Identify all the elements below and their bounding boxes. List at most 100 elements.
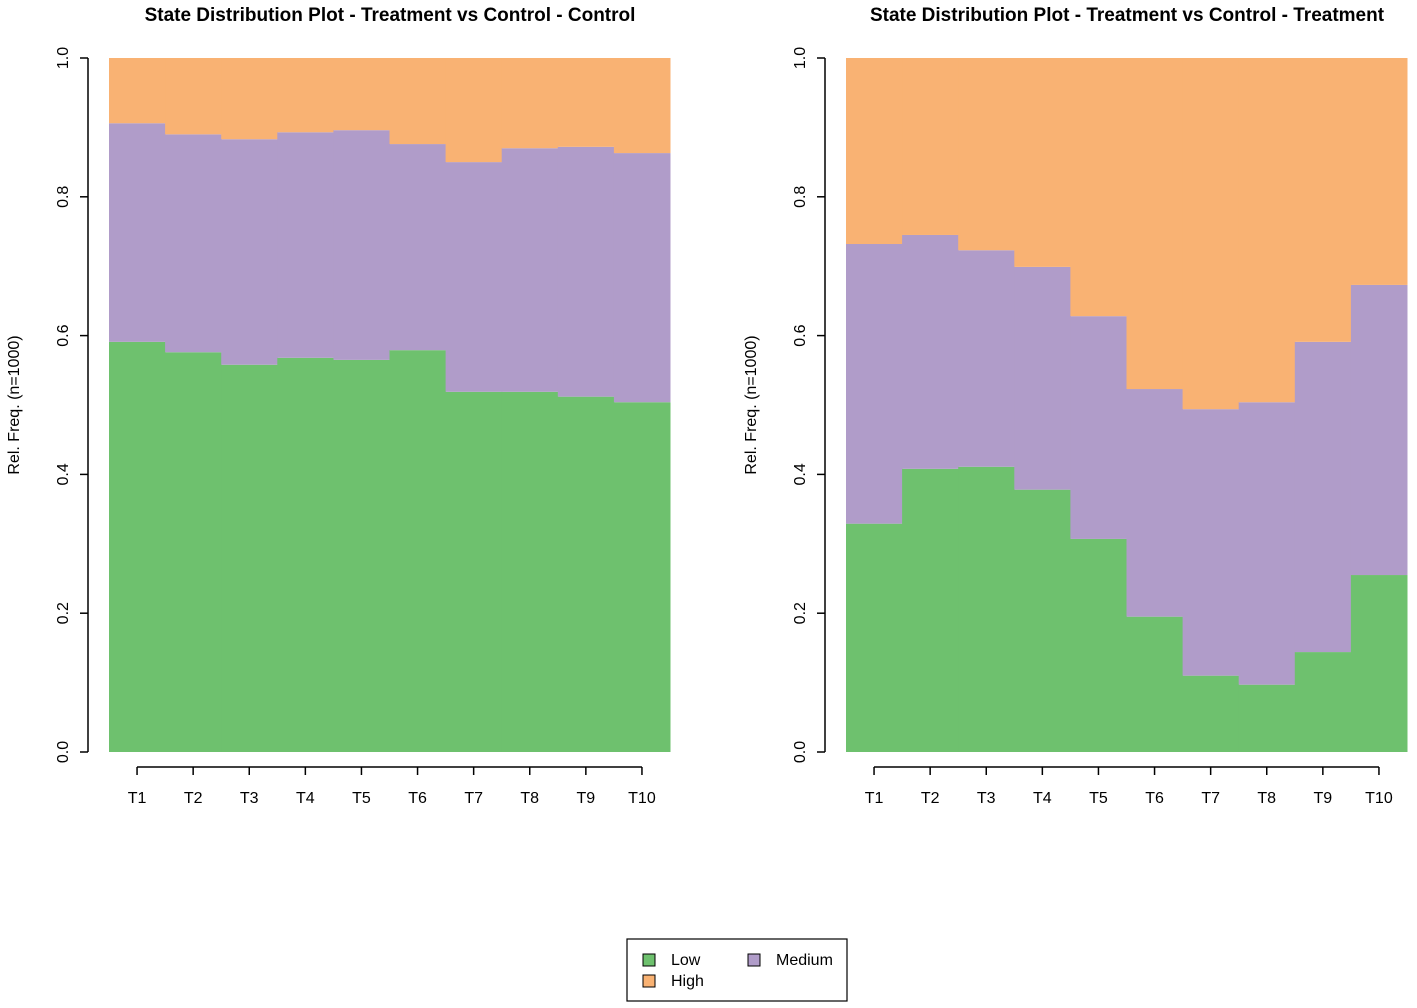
y-tick-label: 0.4 <box>792 463 809 485</box>
bar-segment <box>109 58 166 124</box>
bar-segment <box>501 391 559 752</box>
y-tick-label: 0.8 <box>792 186 809 208</box>
bar-segment <box>221 364 278 752</box>
legend-label: High <box>671 973 704 990</box>
bar-segment <box>613 58 671 154</box>
x-tick-label: T1 <box>865 790 884 807</box>
bar-segment <box>445 391 503 752</box>
x-tick-label: T10 <box>1365 790 1393 807</box>
bar-segment <box>277 58 334 133</box>
y-axis-label: Rel. Freq. (n=1000) <box>6 335 23 474</box>
bar-segment <box>1126 389 1184 617</box>
x-tick-label: T1 <box>128 790 147 807</box>
x-tick-label: T9 <box>577 790 596 807</box>
bar-segment <box>221 139 278 365</box>
bar-segment <box>165 352 222 752</box>
bar-segment <box>902 468 959 752</box>
bar-segment <box>1238 58 1296 403</box>
x-tick-label: T6 <box>408 790 427 807</box>
bar-segment <box>1294 652 1352 752</box>
bar-segment <box>1294 58 1352 342</box>
x-tick-label: T9 <box>1314 790 1333 807</box>
bar-segment <box>109 341 166 752</box>
bar-segment <box>958 466 1015 752</box>
legend-label: Low <box>671 952 701 969</box>
y-tick-label: 0.6 <box>792 324 809 346</box>
x-tick-label: T8 <box>520 790 539 807</box>
bar-segment <box>109 123 166 342</box>
bar-segment <box>557 396 615 752</box>
x-tick-label: T3 <box>240 790 259 807</box>
bar-segment <box>389 58 447 145</box>
bar-segment <box>958 58 1015 251</box>
bar-segment <box>1238 684 1296 752</box>
x-tick-label: T7 <box>464 790 483 807</box>
legend-label: Medium <box>776 952 833 969</box>
legend-swatch <box>747 953 761 967</box>
bar-segment <box>333 130 390 360</box>
legend-swatch <box>642 953 656 967</box>
bar-segment <box>557 58 615 147</box>
bar-segment <box>1350 58 1408 285</box>
bar-segment <box>501 148 559 392</box>
bar-segment <box>1350 575 1408 752</box>
bar-segment <box>1182 675 1240 752</box>
bar-segment <box>277 357 334 752</box>
bar-segment <box>1350 284 1408 576</box>
bar-segment <box>1014 58 1071 267</box>
bar-segment <box>902 234 959 469</box>
bar-segment <box>846 58 903 244</box>
bar-segment <box>165 134 222 353</box>
bar-segment <box>1182 58 1240 410</box>
x-tick-label: T4 <box>296 790 315 807</box>
bar-segment <box>333 359 390 752</box>
x-tick-label: T7 <box>1201 790 1220 807</box>
legend-swatch <box>642 974 656 988</box>
y-tick-label: 0.0 <box>55 741 72 763</box>
bar-segment <box>1238 402 1296 685</box>
x-tick-label: T4 <box>1033 790 1052 807</box>
y-tick-label: 0.4 <box>55 463 72 485</box>
bar-segment <box>613 153 671 403</box>
bar-segment <box>1070 316 1127 539</box>
x-tick-label: T2 <box>184 790 203 807</box>
y-tick-label: 0.8 <box>55 186 72 208</box>
bar-segment <box>1070 58 1127 317</box>
bar-segment <box>902 58 959 235</box>
bar-segment <box>557 146 615 397</box>
bar-segment <box>277 132 334 358</box>
x-tick-label: T5 <box>352 790 371 807</box>
bar-segment <box>445 58 503 163</box>
bar-segment <box>501 58 559 149</box>
bar-segment <box>333 58 390 131</box>
bar-segment <box>958 250 1015 467</box>
bar-segment <box>389 350 447 752</box>
y-tick-label: 0.0 <box>792 741 809 763</box>
x-tick-label: T3 <box>977 790 996 807</box>
x-tick-label: T2 <box>921 790 940 807</box>
bar-segment <box>1126 58 1184 390</box>
bar-segment <box>1294 341 1352 653</box>
y-tick-label: 1.0 <box>792 47 809 69</box>
y-tick-label: 0.6 <box>55 324 72 346</box>
bar-segment <box>165 58 222 135</box>
chart-title: State Distribution Plot - Treatment vs C… <box>870 5 1385 26</box>
bar-segment <box>389 144 447 351</box>
y-axis-label: Rel. Freq. (n=1000) <box>743 335 760 474</box>
bar-segment <box>1014 266 1071 490</box>
bar-segment <box>1070 538 1127 752</box>
y-tick-label: 1.0 <box>55 47 72 69</box>
bar-segment <box>613 402 671 752</box>
x-tick-label: T6 <box>1145 790 1164 807</box>
y-tick-label: 0.2 <box>55 602 72 624</box>
bar-segment <box>1182 409 1240 676</box>
bar-segment <box>221 58 278 140</box>
bar-segment <box>846 523 903 752</box>
chart-title: State Distribution Plot - Treatment vs C… <box>145 5 636 26</box>
x-tick-label: T8 <box>1257 790 1276 807</box>
bar-segment <box>846 243 903 524</box>
bar-segment <box>445 162 503 392</box>
x-tick-label: T10 <box>628 790 656 807</box>
bar-segment <box>1126 616 1184 752</box>
